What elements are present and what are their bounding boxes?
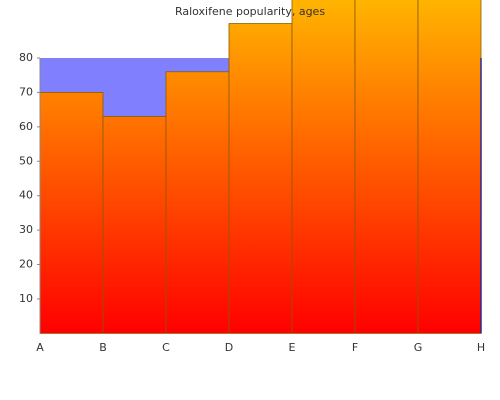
y-tick-label: 70	[19, 85, 33, 98]
y-tick-label: 80	[19, 51, 33, 64]
y-tick-label: 60	[19, 120, 33, 133]
step-segment	[102, 116, 167, 334]
x-tick-label: G	[414, 341, 423, 354]
x-tick-label: C	[162, 341, 170, 354]
step-segment	[228, 23, 293, 334]
step-segment	[354, 0, 419, 334]
step-segment	[39, 92, 104, 334]
x-tick-label: A	[36, 341, 44, 354]
chart-title: Raloxifene popularity, ages	[175, 5, 325, 18]
x-tick-label: F	[352, 341, 358, 354]
x-tick-label: E	[289, 341, 296, 354]
x-tick-label: B	[99, 341, 107, 354]
y-tick-label: 40	[19, 189, 33, 202]
y-tick-label: 30	[19, 223, 33, 236]
y-tick-label: 20	[19, 258, 33, 271]
step-segment	[417, 0, 482, 334]
step-segment	[291, 0, 356, 334]
y-tick-label: 10	[19, 292, 33, 305]
x-tick-label: D	[225, 341, 233, 354]
y-tick-label: 50	[19, 154, 33, 167]
step-segment	[165, 71, 230, 334]
x-tick-label: H	[477, 341, 485, 354]
